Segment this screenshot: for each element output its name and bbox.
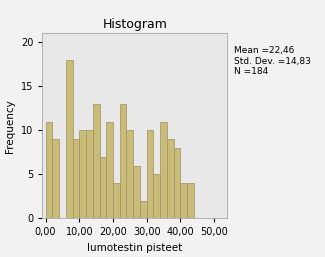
- Bar: [120, 104, 126, 218]
- Text: Mean =22,46
Std. Dev. =14,83
N =184: Mean =22,46 Std. Dev. =14,83 N =184: [234, 46, 311, 76]
- Bar: [72, 139, 79, 218]
- Title: Histogram: Histogram: [102, 18, 167, 31]
- Bar: [106, 122, 113, 218]
- Bar: [66, 60, 72, 218]
- Bar: [140, 201, 147, 218]
- Bar: [46, 122, 52, 218]
- Bar: [187, 183, 194, 218]
- X-axis label: lumotestin pisteet: lumotestin pisteet: [87, 243, 183, 253]
- Bar: [99, 157, 106, 218]
- Bar: [52, 139, 59, 218]
- Bar: [160, 122, 167, 218]
- Bar: [113, 183, 120, 218]
- Bar: [126, 130, 133, 218]
- Y-axis label: Frequency: Frequency: [5, 99, 15, 153]
- Bar: [167, 139, 174, 218]
- Bar: [93, 104, 99, 218]
- Bar: [153, 175, 160, 218]
- Bar: [174, 148, 180, 218]
- Bar: [79, 130, 86, 218]
- Bar: [180, 183, 187, 218]
- Bar: [133, 166, 140, 218]
- Bar: [86, 130, 93, 218]
- Bar: [147, 130, 153, 218]
